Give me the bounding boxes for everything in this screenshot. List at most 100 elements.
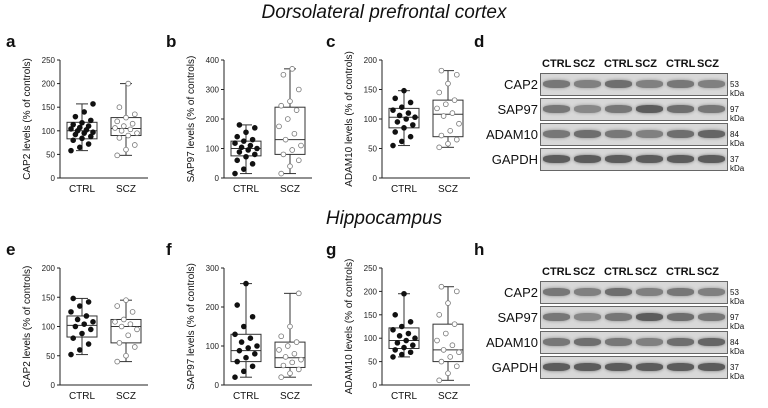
data-point — [407, 99, 414, 106]
protein-band — [574, 313, 601, 321]
data-point — [252, 125, 258, 131]
data-point — [123, 352, 129, 359]
box — [432, 323, 464, 363]
blot-row-label: SAP97 — [497, 102, 538, 117]
data-point — [234, 302, 241, 308]
protein-band — [543, 363, 570, 371]
data-point — [90, 101, 96, 107]
data-point — [234, 133, 241, 140]
data-point — [79, 119, 85, 126]
data-point — [295, 366, 302, 373]
box-plot-g: 0 50 100 150 200 250 ADAM10 levels (% of contr… — [344, 259, 470, 402]
data-point — [390, 326, 396, 333]
data-point — [295, 290, 302, 297]
y-tick-label: 100 — [206, 145, 220, 154]
data-point — [70, 335, 76, 342]
data-point — [407, 319, 414, 325]
protein-band — [574, 130, 601, 138]
y-tick-label: 200 — [42, 80, 56, 89]
data-point — [438, 132, 445, 139]
protein-band — [667, 105, 694, 113]
y-tick-label: 100 — [364, 115, 378, 124]
data-point — [134, 130, 140, 136]
data-point — [114, 303, 120, 309]
data-point — [134, 326, 140, 333]
data-point — [405, 110, 412, 116]
y-tick-label: 200 — [42, 264, 56, 273]
blot-membrane-strip — [540, 148, 728, 171]
data-point — [287, 370, 293, 377]
data-point — [70, 121, 76, 128]
y-tick-label: 150 — [364, 311, 378, 320]
data-point — [243, 280, 249, 287]
protein-band — [667, 338, 694, 346]
y-tick-label: 0 — [215, 381, 220, 390]
blot-row-label: ADAM10 — [485, 335, 538, 350]
data-point — [284, 116, 291, 122]
lane-label: SCZ — [697, 58, 719, 70]
protein-band — [605, 313, 632, 321]
data-point — [405, 330, 412, 337]
protein-band — [667, 155, 694, 163]
data-point — [125, 80, 131, 87]
series-ctrl — [230, 280, 262, 381]
protein-band — [698, 105, 725, 113]
data-point — [403, 337, 410, 344]
data-point — [440, 347, 447, 353]
box-plot-f: 0 100 200 300 SAP97 levels (% of controls) CT… — [186, 263, 312, 402]
blot-row-label: CAP2 — [504, 285, 538, 300]
data-point — [114, 152, 120, 159]
data-point — [129, 309, 136, 315]
data-point — [287, 163, 293, 170]
data-point — [79, 330, 85, 337]
data-point — [392, 311, 399, 318]
series-scz — [110, 297, 142, 365]
y-tick-label: 250 — [364, 264, 378, 273]
blot-membrane-strip — [540, 123, 728, 146]
box — [274, 106, 306, 155]
y-tick-label: 250 — [42, 56, 56, 65]
y-tick-label: 0 — [215, 174, 220, 183]
data-point — [412, 335, 418, 342]
data-point — [125, 332, 131, 339]
protein-band — [605, 363, 632, 371]
x-tick-label: CTRL — [391, 391, 418, 402]
protein-band — [698, 313, 725, 321]
data-point — [241, 138, 247, 144]
data-point — [77, 124, 83, 131]
data-point — [449, 342, 456, 349]
data-point — [436, 89, 443, 96]
data-point — [390, 354, 396, 360]
data-point — [85, 141, 92, 147]
data-point — [440, 113, 447, 119]
y-tick-label: 100 — [42, 323, 56, 332]
molecular-weight-label: 97 kDa — [730, 313, 745, 331]
panel-letter-c: c — [326, 32, 336, 51]
data-point — [278, 170, 285, 177]
data-point — [453, 288, 460, 295]
blot-membrane-strip — [540, 73, 728, 96]
data-point — [456, 120, 462, 127]
series-ctrl — [66, 101, 98, 154]
data-point — [401, 125, 407, 131]
series-ctrl — [66, 295, 98, 358]
data-point — [238, 339, 245, 345]
data-point — [451, 97, 458, 103]
x-tick-label: SCZ — [280, 184, 300, 195]
data-point — [438, 283, 445, 290]
data-point — [88, 326, 94, 333]
data-point — [241, 323, 247, 330]
y-axis-label: SAP97 levels (% of controls) — [186, 56, 197, 183]
data-point — [282, 354, 289, 360]
blot-membrane-strip — [540, 281, 728, 304]
y-axis-label: CAP2 levels (% of controls) — [22, 58, 33, 180]
data-point — [447, 128, 454, 134]
data-point — [409, 342, 416, 349]
data-point — [409, 122, 416, 128]
x-tick-label: CTRL — [69, 184, 96, 195]
data-point — [289, 147, 296, 153]
y-tick-label: 100 — [206, 342, 220, 351]
data-point — [412, 114, 418, 121]
data-point — [445, 300, 451, 306]
molecular-weight-label: 53 kDa — [730, 288, 745, 306]
